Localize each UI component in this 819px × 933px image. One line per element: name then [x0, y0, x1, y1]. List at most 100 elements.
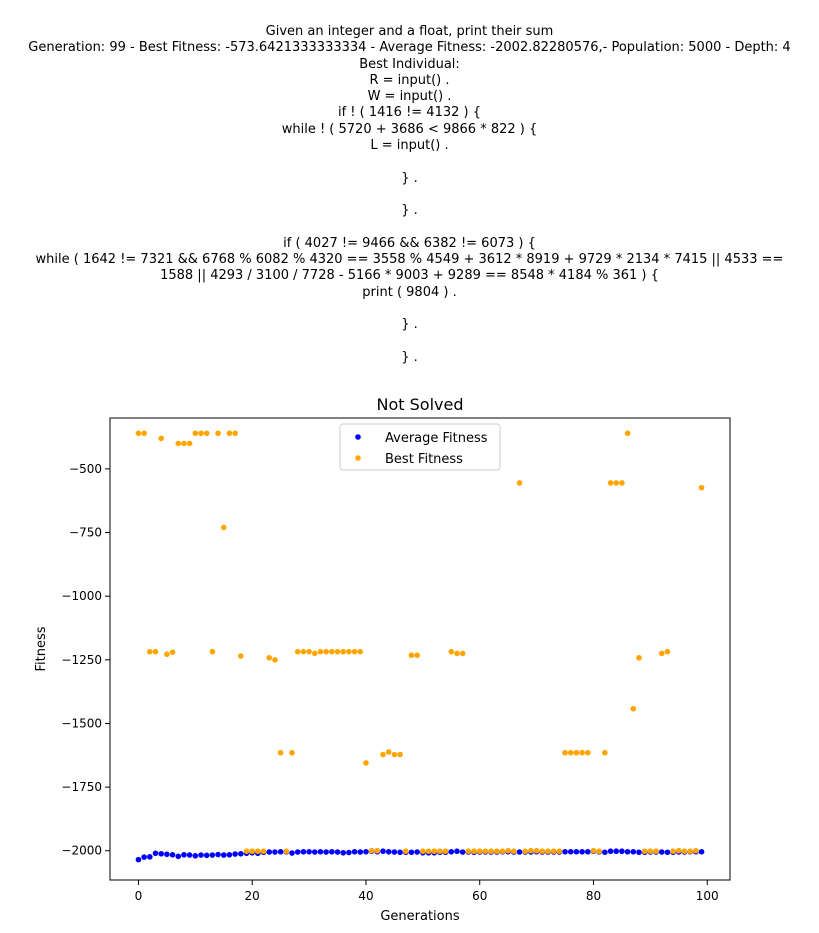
best-fitness-point — [260, 848, 267, 855]
x-tick-label: 20 — [245, 889, 260, 903]
header-line: } . — [401, 170, 418, 186]
average-fitness-point — [323, 849, 329, 855]
best-fitness-point — [596, 848, 602, 855]
average-fitness-point — [186, 852, 193, 858]
best-fitness-point — [528, 847, 534, 854]
best-fitness-point — [147, 648, 153, 655]
average-fitness-point — [602, 849, 608, 856]
average-fitness-point — [169, 852, 176, 858]
average-fitness-point — [334, 849, 341, 855]
average-fitness-point — [624, 848, 631, 855]
header-line: 1588 || 4293 / 3100 / 7728 - 5166 * 9003… — [160, 268, 659, 284]
best-fitness-point — [249, 848, 256, 855]
best-fitness-point — [277, 749, 284, 756]
best-fitness-point — [522, 848, 529, 855]
header-line: } . — [401, 203, 418, 219]
average-fitness-point — [226, 852, 233, 858]
best-fitness-point — [368, 847, 375, 854]
best-fitness-point — [619, 480, 625, 486]
best-fitness-point — [687, 848, 693, 855]
best-fitness-point — [402, 848, 409, 855]
chart-header-text: Given an integer and a float, print thei… — [0, 24, 819, 366]
average-fitness-point — [198, 852, 204, 858]
best-fitness-point — [255, 848, 261, 855]
average-fitness-point — [573, 848, 580, 855]
best-fitness-point — [454, 650, 460, 657]
best-fitness-point — [323, 648, 329, 655]
best-fitness-series — [135, 430, 705, 855]
best-fitness-point — [516, 480, 523, 486]
average-fitness-point — [698, 848, 705, 855]
header-line: while ! ( 5720 + 3686 < 9866 * 822 ) { — [281, 121, 538, 137]
best-fitness-point — [329, 648, 335, 655]
best-fitness-point — [670, 848, 676, 855]
average-fitness-point — [385, 848, 392, 855]
best-fitness-point — [505, 847, 511, 854]
best-fitness-point — [141, 430, 147, 437]
average-fitness-point — [579, 848, 585, 855]
average-fitness-point — [181, 852, 187, 858]
best-fitness-point — [363, 760, 369, 766]
y-axis-label: Fitness — [34, 626, 49, 671]
best-fitness-point — [630, 705, 637, 712]
best-fitness-point — [334, 648, 341, 655]
y-tick-label: −1750 — [61, 780, 102, 794]
average-fitness-point — [363, 848, 369, 855]
average-fitness-point — [317, 848, 324, 855]
best-fitness-point — [499, 848, 506, 855]
chart-title: Not Solved — [377, 395, 464, 414]
best-fitness-point — [294, 648, 301, 655]
average-fitness-point — [203, 852, 210, 859]
best-fitness-point — [346, 648, 352, 655]
best-fitness-point — [340, 648, 347, 655]
best-fitness-point — [238, 653, 244, 659]
average-fitness-point — [619, 848, 625, 855]
legend-marker-average — [355, 434, 361, 440]
best-fitness-point — [607, 480, 614, 486]
average-fitness-point — [192, 853, 199, 859]
best-fitness-point — [414, 652, 420, 659]
average-fitness-point — [380, 848, 386, 855]
best-fitness-point — [397, 751, 403, 758]
x-axis-label: Generations — [380, 909, 460, 924]
best-fitness-point — [198, 430, 204, 437]
best-fitness-point — [539, 848, 546, 855]
best-fitness-point — [135, 430, 142, 437]
x-tick-label: 100 — [696, 889, 719, 903]
best-fitness-point — [203, 430, 210, 437]
average-fitness-point — [408, 849, 415, 856]
best-fitness-point — [693, 847, 699, 854]
best-fitness-point — [164, 651, 170, 658]
y-tick-label: −750 — [69, 526, 102, 540]
header-line: } . — [401, 349, 418, 365]
best-fitness-point — [664, 648, 671, 655]
average-fitness-point — [459, 849, 466, 855]
best-fitness-point — [550, 848, 557, 855]
average-fitness-point — [152, 850, 159, 857]
best-fitness-point — [681, 848, 688, 855]
best-fitness-point — [192, 430, 199, 437]
y-axis-ticks: −2000 −1750 −1500 −1250 −1000 −750 −500 — [61, 462, 110, 858]
y-tick-label: −1500 — [61, 716, 102, 730]
best-fitness-point — [488, 848, 494, 855]
best-fitness-point — [272, 657, 278, 663]
best-fitness-point — [465, 848, 472, 855]
average-fitness-point — [448, 848, 455, 855]
header-line: W = input() . — [367, 89, 452, 105]
best-fitness-point — [186, 440, 193, 447]
header-line — [0, 154, 819, 170]
average-fitness-point — [562, 848, 568, 855]
legend-marker-best — [355, 455, 361, 461]
average-fitness-point — [658, 849, 665, 855]
average-fitness-point — [306, 848, 312, 855]
best-fitness-point — [169, 649, 176, 655]
best-fitness-point — [579, 749, 585, 756]
best-fitness-point — [175, 440, 182, 447]
average-fitness-point — [294, 849, 301, 855]
best-fitness-point — [590, 847, 597, 854]
best-fitness-point — [306, 648, 312, 655]
average-fitness-point — [300, 848, 307, 855]
average-fitness-point — [175, 853, 182, 860]
best-fitness-point — [442, 848, 449, 855]
best-fitness-point — [408, 652, 415, 659]
